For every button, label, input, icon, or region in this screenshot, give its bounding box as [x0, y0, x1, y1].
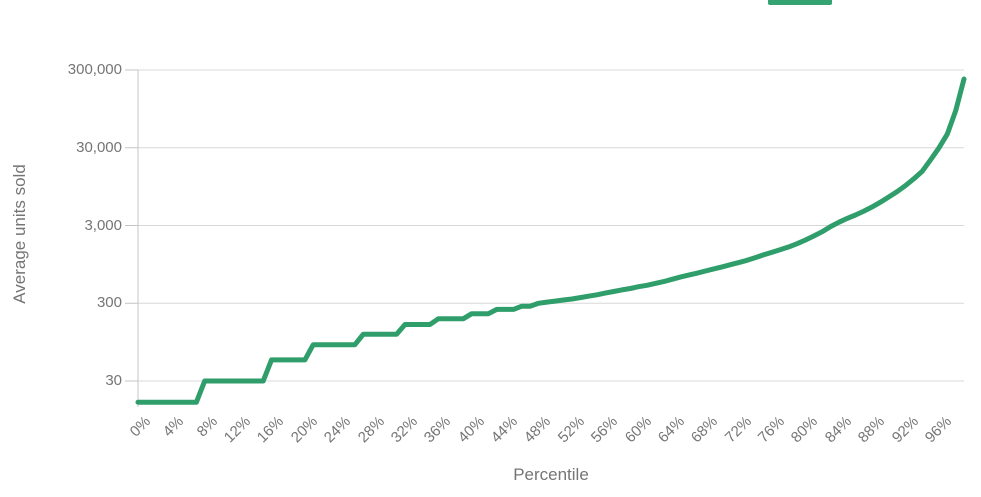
y-tick-label: 30,000	[76, 138, 122, 156]
y-tick-label: 300	[96, 294, 122, 312]
gridlines	[125, 69, 964, 382]
x-axis-title: Percentile	[513, 465, 589, 484]
legend-series-swatch[interactable]	[768, 0, 832, 5]
y-tick-label: 3,000	[84, 216, 122, 234]
y-tick-label: 300,000	[67, 61, 122, 78]
series-line[interactable]	[135, 76, 967, 405]
y-tick-label: 30	[105, 372, 122, 389]
